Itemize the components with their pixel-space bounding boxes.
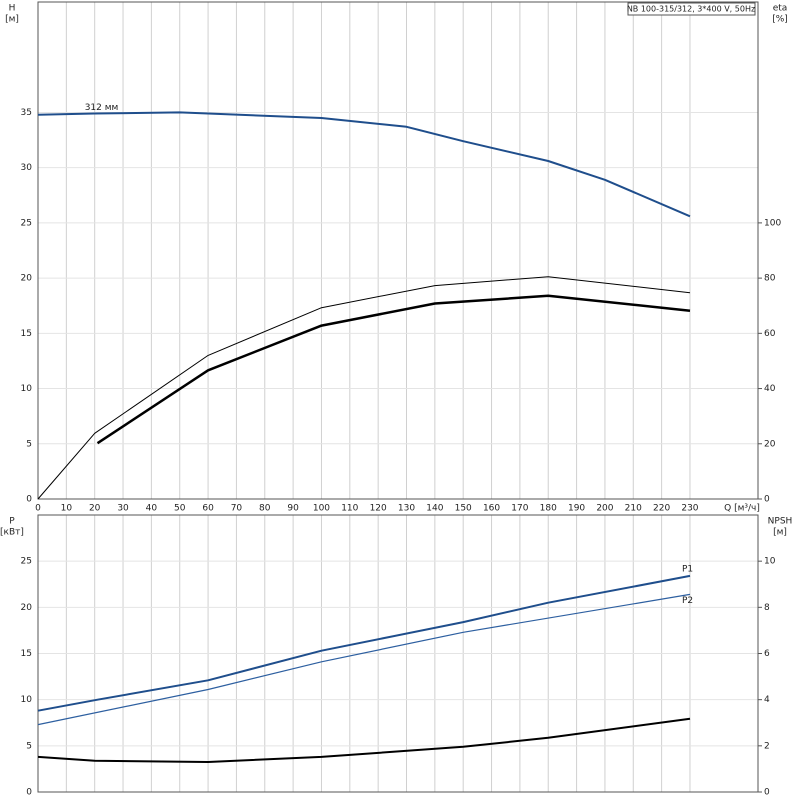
y2-tick-label: 4 bbox=[764, 695, 770, 705]
y2-tick-label: 0 bbox=[764, 788, 770, 798]
y-tick-label: 20 bbox=[21, 274, 33, 284]
y-tick-label: 20 bbox=[21, 603, 33, 613]
x-tick-label: 210 bbox=[625, 504, 642, 514]
y2-axis-unit: [%] bbox=[772, 15, 788, 25]
x-tick-label: 180 bbox=[540, 504, 557, 514]
line-series bbox=[96, 294, 691, 445]
x-tick-label: 0 bbox=[35, 504, 41, 514]
plot-frame bbox=[37, 1, 759, 500]
x-tick-label: 130 bbox=[398, 504, 415, 514]
x-tick-label: 70 bbox=[231, 504, 243, 514]
x-tick-label: 30 bbox=[117, 504, 129, 514]
y-tick-label: 15 bbox=[21, 329, 32, 339]
y-tick-label: 5 bbox=[26, 439, 32, 449]
y-tick-label: 5 bbox=[26, 741, 32, 751]
y-tick-label: 35 bbox=[21, 108, 32, 118]
y2-axis-label: NPSH bbox=[768, 517, 793, 527]
x-tick-label: 60 bbox=[202, 504, 214, 514]
y-axis-unit: [м] bbox=[5, 15, 19, 25]
y-tick-label: 0 bbox=[26, 788, 32, 798]
line-series bbox=[37, 593, 691, 726]
x-tick-label: 190 bbox=[568, 504, 585, 514]
y-axis-label: P bbox=[9, 517, 15, 527]
x-tick-label: 120 bbox=[370, 504, 387, 514]
y2-axis-unit: [м] bbox=[773, 528, 787, 538]
x-tick-label: 10 bbox=[61, 504, 73, 514]
y-axis-label: H bbox=[9, 4, 16, 14]
line-series bbox=[37, 574, 691, 712]
x-tick-label: 100 bbox=[313, 504, 330, 514]
y2-tick-label: 6 bbox=[764, 649, 770, 659]
x-tick-label: 170 bbox=[511, 504, 528, 514]
series-label: 312 мм bbox=[85, 103, 119, 113]
x-tick-label: 200 bbox=[596, 504, 613, 514]
y2-tick-label: 60 bbox=[764, 329, 776, 339]
chart-title: NB 100-315/312, 3*400 V, 50Hz bbox=[627, 5, 755, 14]
series-label: P2 bbox=[682, 596, 693, 606]
x-tick-label: 20 bbox=[89, 504, 101, 514]
y-tick-label: 10 bbox=[21, 384, 33, 394]
line-series bbox=[37, 111, 691, 218]
x-tick-label: 140 bbox=[426, 504, 443, 514]
y2-tick-label: 0 bbox=[764, 495, 770, 505]
y2-tick-label: 100 bbox=[764, 218, 781, 228]
y-tick-label: 10 bbox=[21, 695, 33, 705]
y2-tick-label: 80 bbox=[764, 274, 776, 284]
y2-axis-label: eta bbox=[773, 4, 788, 14]
y-tick-label: 0 bbox=[26, 495, 32, 505]
plot-frame bbox=[37, 514, 759, 793]
x-tick-label: 40 bbox=[146, 504, 158, 514]
x-tick-label: 90 bbox=[287, 504, 299, 514]
x-tick-label: 160 bbox=[483, 504, 500, 514]
y-tick-label: 25 bbox=[21, 218, 32, 228]
line-series bbox=[37, 276, 691, 500]
y2-tick-label: 8 bbox=[764, 603, 770, 613]
title-box bbox=[627, 2, 756, 16]
y-tick-label: 30 bbox=[21, 163, 33, 173]
y-tick-label: 15 bbox=[21, 649, 32, 659]
y2-tick-label: 20 bbox=[764, 439, 776, 449]
x-tick-label: 150 bbox=[455, 504, 472, 514]
line-series bbox=[37, 717, 691, 763]
y-tick-label: 25 bbox=[21, 557, 32, 567]
series-label: P1 bbox=[682, 564, 693, 574]
x-tick-label: 80 bbox=[259, 504, 271, 514]
x-tick-label: 220 bbox=[653, 504, 670, 514]
y2-tick-label: 40 bbox=[764, 384, 776, 394]
y2-tick-label: 10 bbox=[764, 557, 776, 567]
x-tick-label: 110 bbox=[341, 504, 358, 514]
x-tick-label: 230 bbox=[681, 504, 698, 514]
y-axis-unit: [кВт] bbox=[0, 528, 24, 538]
y2-tick-label: 2 bbox=[764, 741, 770, 751]
x-axis-label: Q [м³/ч] bbox=[724, 504, 760, 514]
x-tick-label: 50 bbox=[174, 504, 186, 514]
